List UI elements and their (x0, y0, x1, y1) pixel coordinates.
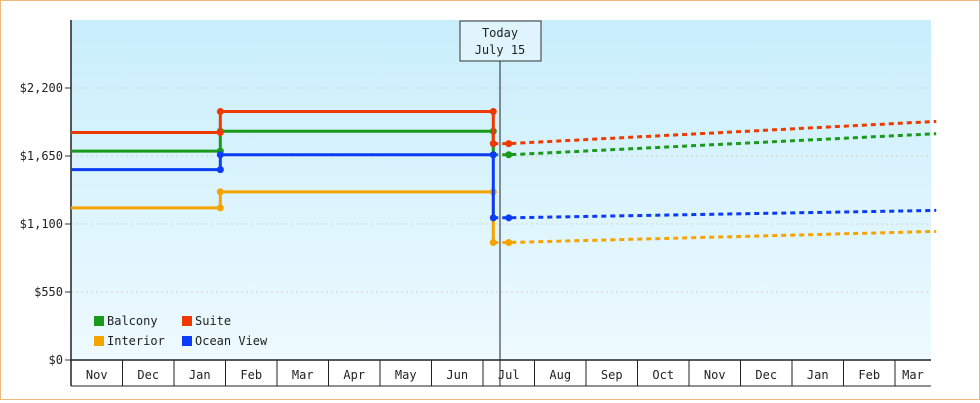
series-interior-point (216, 204, 224, 212)
x-tick-label: Mar (902, 368, 924, 382)
legend-swatch-ocean-view (182, 336, 192, 346)
x-tick-label: Jul (498, 368, 520, 382)
series-ocean-view-point (216, 151, 224, 159)
legend-swatch-suite (182, 316, 192, 326)
series-interior-forecast (493, 229, 937, 244)
series-balcony-forecast (493, 132, 937, 157)
x-tick-label: Nov (86, 368, 108, 382)
legend-label-interior: Interior (107, 334, 165, 348)
series-suite-forecast (493, 119, 937, 146)
x-tick-label: Dec (755, 368, 777, 382)
x-tick-label: May (395, 368, 417, 382)
series-suite-point (505, 140, 513, 148)
x-tick-label: Nov (704, 368, 726, 382)
y-tick-label: $1,650 (20, 149, 63, 163)
y-tick-label: $550 (34, 285, 63, 299)
series-interior-point (489, 239, 497, 247)
x-tick-label: Sep (601, 368, 623, 382)
plot-background (71, 20, 931, 360)
legend-swatch-interior (94, 336, 104, 346)
legend-label-suite: Suite (195, 314, 231, 328)
series-group (71, 107, 937, 247)
x-tick-label: Dec (137, 368, 159, 382)
series-interior-point (216, 188, 224, 196)
series-suite-point (216, 129, 224, 137)
series-ocean-view-point (489, 151, 497, 159)
series-interior-point (505, 239, 513, 247)
x-tick-label: Jan (189, 368, 211, 382)
y-tick-label: $0 (49, 353, 63, 367)
x-tick-label: Feb (858, 368, 880, 382)
today-date-label: July 15 (475, 43, 526, 57)
legend-label-balcony: Balcony (107, 314, 158, 328)
today-box (459, 20, 542, 62)
x-tick-label: Jun (446, 368, 468, 382)
x-tick-label: Mar (292, 368, 314, 382)
series-suite-point (216, 107, 224, 115)
y-tick-label: $2,200 (20, 81, 63, 95)
series-suite-point (489, 140, 497, 148)
legend: Balcony Suite Interior Ocean View (94, 314, 268, 348)
series-ocean-view-point (216, 166, 224, 174)
y-axis: $0 $550 $1,100 $1,650 $2,200 (20, 20, 72, 386)
x-tick-label: Oct (652, 368, 674, 382)
series-ocean-view-point (505, 214, 513, 222)
legend-swatch-balcony (94, 316, 104, 326)
x-tick-label: Aug (549, 368, 571, 382)
x-tick-label: Jan (807, 368, 829, 382)
x-axis: Nov Dec Jan Feb Mar Apr May Jun Jul Aug Sep Oct Nov D… (70, 359, 931, 387)
series-ocean-view-point (489, 214, 497, 222)
today-label: Today (482, 26, 518, 40)
series-balcony-point (505, 151, 513, 159)
series-ocean-view-forecast (493, 208, 937, 220)
series-suite-point (489, 107, 497, 115)
x-tick-label: Apr (343, 368, 365, 382)
legend-label-ocean-view: Ocean View (195, 334, 268, 348)
today-marker: Today July 15 (459, 20, 542, 386)
x-tick-label: Feb (240, 368, 262, 382)
y-tick-label: $1,100 (20, 217, 63, 231)
